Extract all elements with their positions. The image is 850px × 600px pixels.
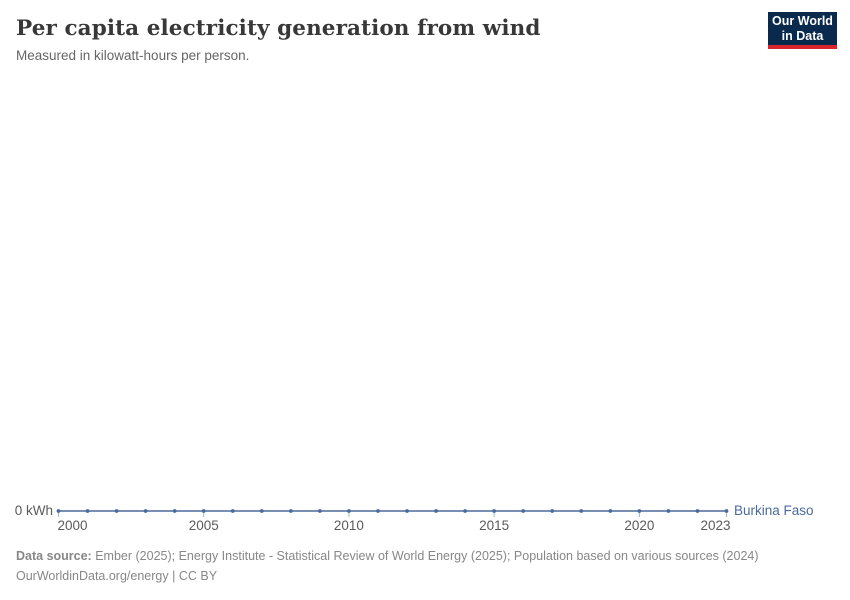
data-point-marker [434,509,438,513]
owid-energy-link[interactable]: OurWorldinData.org/energy [16,569,169,583]
chart-title: Per capita electricity generation from w… [16,16,541,41]
data-point-marker [317,509,322,513]
data-point-marker [579,509,584,513]
datasource-line: Data source: Ember (2025); Energy Instit… [16,546,759,566]
data-point-marker [637,509,642,513]
x-axis-tick-label: 2005 [189,518,219,533]
data-point-marker [172,509,177,513]
owid-logo-line2: in Data [781,28,824,43]
license-text: | CC BY [172,569,218,583]
data-point-marker [521,509,526,513]
x-axis-tick-label: 2000 [58,518,88,533]
data-point-marker [114,509,119,513]
data-point-marker [376,509,380,513]
data-point-marker [347,509,351,513]
data-point-marker [143,509,148,513]
chart-subtitle: Measured in kilowatt-hours per person. [16,48,250,63]
x-axis-tick-label: 2020 [624,518,654,533]
data-point-marker [201,509,206,513]
entity-label[interactable]: Burkina Faso [734,503,814,518]
data-point-marker [550,509,555,513]
y-axis-zero-label: 0 kWh [14,503,53,518]
data-point-marker [230,509,235,513]
owid-logo[interactable]: Our World in Data [768,12,837,49]
data-point-marker [492,509,497,513]
license-line: OurWorldinData.org/energy | CC BY [16,566,759,586]
data-point-marker [259,509,264,513]
chart-canvas: 2000 2005 2010 2015 2020 2023 [56,509,731,533]
data-point-marker [666,509,671,513]
data-point-marker [405,509,409,513]
owid-logo-line1: Our World [772,13,833,28]
data-point-marker [608,509,613,513]
datasource-text: Ember (2025); Energy Institute - Statist… [95,549,759,563]
chart-footer: Data source: Ember (2025); Energy Instit… [16,546,759,586]
data-point-marker [288,509,293,513]
data-point-marker [56,509,61,513]
x-axis-tick-label: 2015 [479,518,509,533]
x-axis-tick-label: 2023 [700,518,730,533]
datasource-label: Data source: [16,549,92,563]
x-axis-tick-label: 2010 [334,518,364,533]
data-point-marker [695,509,700,513]
data-point-marker [463,509,468,513]
data-point-marker [724,509,729,513]
data-point-marker [85,509,90,513]
